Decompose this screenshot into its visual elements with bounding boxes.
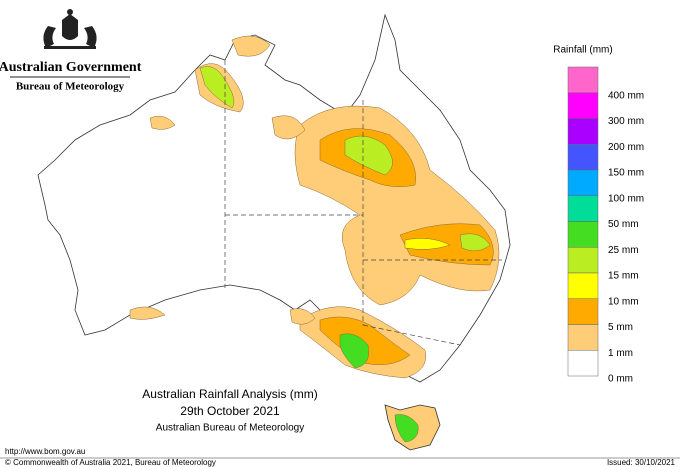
legend-label: 150 mm	[608, 168, 644, 179]
legend-swatch	[567, 169, 599, 196]
legend-label: 200 mm	[608, 142, 644, 153]
legend-label: 5 mm	[608, 322, 633, 333]
tasmania-rain	[394, 414, 419, 443]
legend-swatch	[567, 195, 599, 222]
footer-url: http://www.bom.gov.au	[5, 447, 85, 456]
map-date: 29th October 2021	[180, 404, 280, 418]
map-title: Australian Rainfall Analysis (mm)	[142, 387, 317, 401]
legend-swatch	[567, 221, 599, 248]
legend-label: 1 mm	[608, 348, 633, 359]
map-source: Australian Bureau of Meteorology	[156, 423, 304, 434]
coat-of-arms	[43, 9, 97, 49]
legend-swatch	[567, 350, 599, 377]
legend-label: 400 mm	[608, 90, 644, 101]
government-name: Australian Government	[0, 60, 142, 75]
legend-label: 0 mm	[608, 374, 633, 385]
legend-title: Rainfall (mm)	[553, 45, 612, 56]
legend-swatch	[567, 66, 599, 93]
legend-swatch	[567, 324, 599, 351]
legend-label: 300 mm	[608, 116, 644, 127]
legend-label: 15 mm	[608, 271, 639, 282]
map	[37, 13, 511, 451]
legend-label: 100 mm	[608, 193, 644, 204]
legend-swatch	[567, 247, 599, 274]
legend-label: 25 mm	[608, 245, 639, 256]
agency-name: Bureau of Meteorology	[16, 81, 125, 93]
legend-label: 10 mm	[608, 296, 639, 307]
legend-swatch	[567, 272, 599, 299]
legend-swatch	[567, 298, 599, 325]
legend-swatch	[567, 144, 599, 171]
state-borders	[224, 60, 502, 346]
footer-issued: Issued: 30/10/2021	[607, 458, 676, 467]
legend-swatch	[567, 118, 599, 145]
rainfall-areas	[129, 35, 500, 379]
legend: 400 mm 300 mm 200 mm 150 mm 100 mm 50 mm 25 mm…	[567, 66, 644, 385]
footer-copyright: © Commonwealth of Australia 2021, Bureau…	[5, 458, 216, 467]
legend-swatch	[567, 92, 599, 119]
legend-label: 50 mm	[608, 219, 639, 230]
